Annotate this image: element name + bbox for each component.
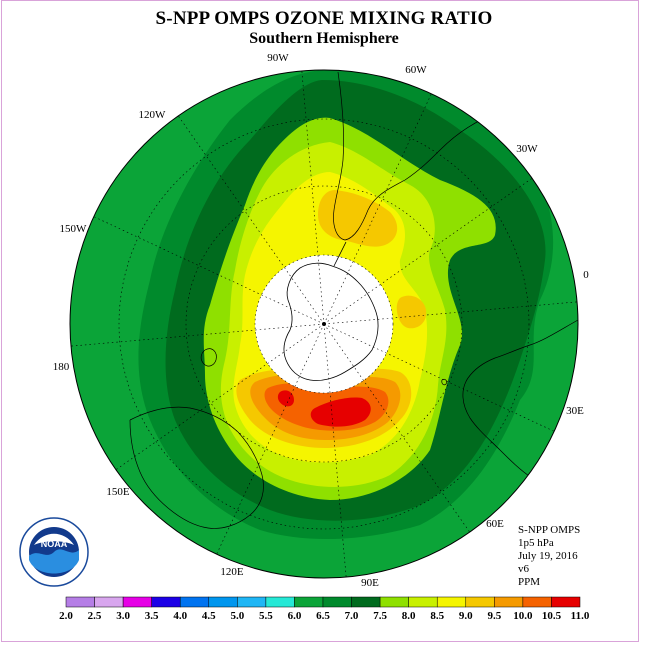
australia-coast: [129, 406, 264, 529]
indian-ocean-islands: [441, 379, 447, 386]
meridian-90e: [323, 323, 347, 578]
colorbar-tick-label: 8.5: [430, 610, 444, 622]
figure-frame: [1, 0, 639, 642]
colorbar-tick-label: 6.5: [316, 610, 330, 622]
colorbar-swatch: [151, 596, 181, 608]
colorbar-tick-label: 9.5: [487, 610, 501, 622]
colorbar-tick-label: 7.0: [345, 610, 359, 622]
colorbar-tick-label: 6.0: [288, 610, 302, 622]
colorbar-swatch: [351, 596, 381, 608]
colorbar-swatch: [494, 596, 524, 608]
colorbar-tick-label: 5.0: [230, 610, 244, 622]
colorbar-tick-label: 9.0: [459, 610, 473, 622]
info-version: v6: [518, 563, 529, 575]
meridian-150w: [93, 216, 325, 325]
longitude-labels: 90W 60W 30W 0 30E 60E 90E 120E 150E 180 …: [53, 52, 590, 589]
colorbar-swatch: [94, 596, 124, 608]
colorbar-swatch: [379, 596, 409, 608]
lon-label-120e: 120E: [220, 566, 244, 578]
meridian-180: [70, 323, 325, 347]
lon-label-60e: 60E: [486, 518, 504, 530]
contour-10-5-west: [277, 390, 294, 407]
lon-label-30e: 30E: [566, 405, 584, 417]
meridian-60e: [323, 323, 470, 533]
info-level: 1p5 hPa: [518, 537, 554, 549]
colorbar-tick-label: 5.5: [259, 610, 273, 622]
contour-9-0-north: [318, 190, 398, 247]
colorbar-tick-label: 10.5: [542, 610, 562, 622]
colorbar-tick-label: 11.0: [571, 610, 590, 622]
colorbar-swatch: [408, 596, 438, 608]
contour-10-5-main: [310, 397, 371, 427]
colorbar-tick-label: 7.5: [373, 610, 387, 622]
lon-label-60w: 60W: [405, 64, 427, 76]
colorbar-swatch: [265, 596, 295, 608]
lon-label-0: 0: [583, 269, 589, 281]
colorbar-tick-label: 2.0: [59, 610, 73, 622]
graticule: [70, 70, 578, 578]
logo-wave: [29, 549, 79, 574]
meridian-120e: [216, 323, 325, 555]
noaa-logo: NOAA: [19, 517, 89, 587]
antarctica-coast: [283, 262, 379, 381]
contour-9-0-east: [396, 295, 427, 329]
meridian-90w: [301, 70, 325, 325]
logo-bird-icon: [34, 533, 74, 545]
colorbar: 2.0 2.5 3.0 3.5 4.0 4.5 5.0 5.5 6.0 6.5 7.0 7.5 8.0 8…: [59, 596, 590, 622]
lon-label-150e: 150E: [106, 486, 130, 498]
south-pole-marker: [322, 322, 326, 326]
colorbar-tick-label: 2.5: [88, 610, 102, 622]
meridian-60w: [323, 93, 432, 325]
meridian-120w: [178, 115, 325, 325]
new-zealand-coast: [200, 348, 217, 367]
map-title: S-NPP OMPS OZONE MIXING RATIO: [155, 8, 493, 29]
info-block: S-NPP OMPS 1p5 hPa July 19, 2016 v6 PPM: [518, 524, 580, 589]
map-subtitle: Southern Hemisphere: [249, 30, 399, 47]
colorbar-swatch: [436, 596, 467, 608]
lon-label-90w: 90W: [267, 52, 289, 64]
info-units: PPM: [518, 576, 541, 588]
colorbar-tick-label: 4.0: [173, 610, 187, 622]
meridian-30e: [323, 323, 555, 432]
info-date: July 19, 2016: [518, 550, 578, 562]
ozone-field: [70, 70, 578, 578]
colorbar-tick-label: 4.5: [202, 610, 216, 622]
lon-label-30w: 30W: [516, 143, 538, 155]
meridian-30w: [323, 178, 533, 325]
parallel-70s: [254, 254, 394, 394]
colorbar-swatch: [551, 596, 581, 608]
colorbar-swatch: [465, 596, 495, 608]
colorbar-tick-label: 8.0: [402, 610, 416, 622]
logo-text: NOAA: [41, 539, 68, 549]
colorbar-swatch: [322, 596, 352, 608]
colorbar-tick-label: 10.0: [513, 610, 533, 622]
colorbar-swatch: [237, 596, 267, 608]
colorbar-swatch: [122, 596, 152, 608]
info-instrument: S-NPP OMPS: [518, 524, 581, 536]
colorbar-swatch: [294, 596, 324, 608]
antarctic-peninsula: [333, 241, 347, 267]
colorbar-swatch: [65, 596, 95, 608]
colorbar-tick-label: 3.0: [116, 610, 130, 622]
lon-label-90e: 90E: [361, 577, 379, 589]
map-boundary: [69, 69, 579, 579]
lon-label-120w: 120W: [139, 109, 167, 121]
colorbar-swatch: [179, 596, 210, 608]
south-america-coast: [333, 71, 531, 241]
meridian-150e: [115, 323, 325, 470]
meridian-0: [323, 301, 578, 325]
colorbar-swatch: [522, 596, 552, 608]
colorbar-swatch: [208, 596, 238, 608]
lon-label-150w: 150W: [60, 223, 88, 235]
parallel-30s: [118, 118, 530, 530]
colorbar-tick-label: 3.5: [145, 610, 159, 622]
parallel-50s: [185, 185, 463, 463]
lon-label-180: 180: [53, 361, 70, 373]
